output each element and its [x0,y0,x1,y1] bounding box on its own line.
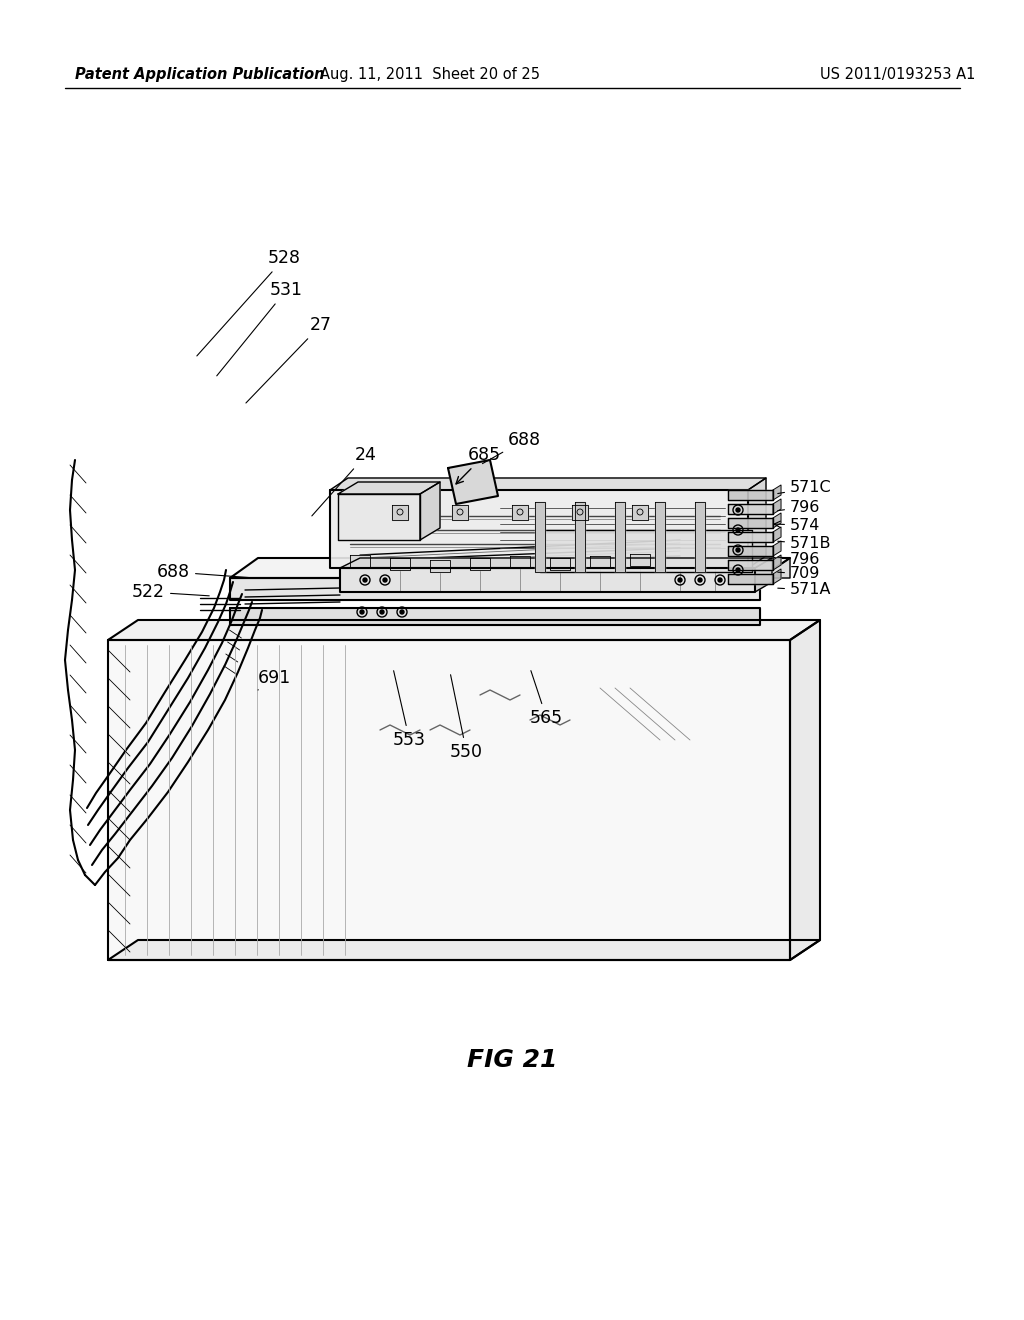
Polygon shape [230,558,790,578]
Text: 688: 688 [482,432,541,463]
Circle shape [383,578,387,582]
Text: 571A: 571A [778,582,831,598]
Polygon shape [615,502,625,572]
Text: US 2011/0193253 A1: US 2011/0193253 A1 [820,67,976,82]
Polygon shape [350,554,370,568]
Circle shape [360,610,364,614]
Polygon shape [108,640,790,960]
Polygon shape [728,574,773,583]
Polygon shape [452,506,468,520]
Polygon shape [512,506,528,520]
Polygon shape [773,499,781,513]
Polygon shape [655,502,665,572]
Polygon shape [790,620,820,960]
Text: 685: 685 [456,446,501,484]
Polygon shape [728,546,773,556]
Text: 571B: 571B [778,536,831,552]
Polygon shape [773,569,781,583]
Circle shape [362,578,367,582]
Text: 796: 796 [778,499,820,515]
Polygon shape [230,609,760,624]
Polygon shape [630,554,650,566]
Polygon shape [748,478,766,568]
Circle shape [678,578,682,582]
Polygon shape [510,556,530,568]
Polygon shape [695,502,705,572]
Polygon shape [773,527,781,543]
Text: 565: 565 [530,671,563,727]
Polygon shape [590,556,610,568]
Polygon shape [338,482,440,494]
Polygon shape [230,578,760,601]
Circle shape [736,568,740,572]
Polygon shape [340,558,772,568]
Polygon shape [392,506,408,520]
Text: 709: 709 [778,566,820,582]
Polygon shape [449,459,498,504]
Text: 796: 796 [778,552,820,566]
Polygon shape [108,940,820,960]
Polygon shape [728,490,773,500]
Circle shape [736,508,740,512]
Text: 688: 688 [157,564,252,581]
Polygon shape [773,541,781,556]
Text: 571C: 571C [778,480,831,495]
Polygon shape [773,554,781,570]
Circle shape [736,528,740,532]
Circle shape [380,610,384,614]
Polygon shape [420,482,440,540]
Polygon shape [535,502,545,572]
Polygon shape [728,517,773,528]
Circle shape [718,578,722,582]
Text: Patent Application Publication: Patent Application Publication [75,67,325,82]
Polygon shape [540,531,752,572]
Polygon shape [760,558,790,578]
Polygon shape [550,558,570,570]
Polygon shape [330,478,766,490]
Polygon shape [773,513,781,528]
Text: Aug. 11, 2011  Sheet 20 of 25: Aug. 11, 2011 Sheet 20 of 25 [319,67,540,82]
Text: 27: 27 [246,315,332,403]
Circle shape [698,578,702,582]
Polygon shape [632,506,648,520]
Polygon shape [755,558,772,591]
Polygon shape [330,490,748,568]
Text: 691: 691 [258,669,291,690]
Text: 553: 553 [393,671,426,748]
Polygon shape [340,568,755,591]
Text: 522: 522 [132,583,209,601]
Polygon shape [572,506,588,520]
Text: 550: 550 [450,675,483,762]
Polygon shape [773,484,781,500]
Polygon shape [338,494,420,540]
Text: 24: 24 [312,446,377,516]
Polygon shape [108,620,820,640]
Polygon shape [430,560,450,572]
Polygon shape [728,532,773,543]
Text: 574: 574 [774,517,820,532]
Text: 531: 531 [217,281,303,376]
Text: 528: 528 [197,249,301,356]
Circle shape [736,548,740,552]
Polygon shape [470,558,490,570]
Polygon shape [575,502,585,572]
Circle shape [400,610,404,614]
Polygon shape [390,558,410,570]
Polygon shape [728,560,773,570]
Polygon shape [728,504,773,513]
Text: FIG 21: FIG 21 [467,1048,557,1072]
